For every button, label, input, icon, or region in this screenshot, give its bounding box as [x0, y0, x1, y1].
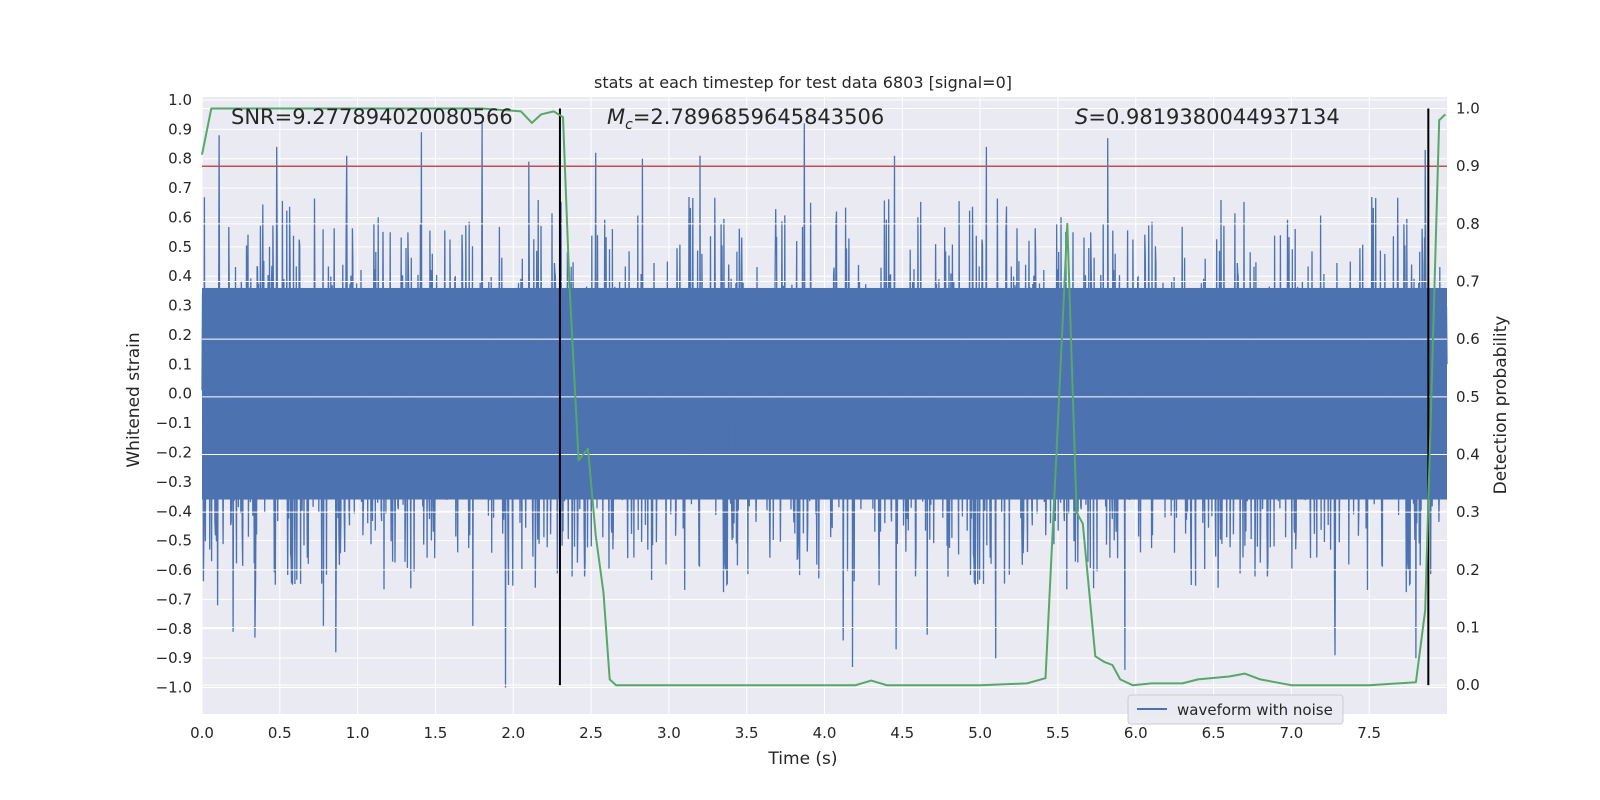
y2-tick-label: 0.2 — [1456, 561, 1480, 579]
x-tick-label: 6.0 — [1124, 724, 1148, 742]
y-tick-label: 0.6 — [168, 208, 192, 226]
y-tick-label: 0.0 — [168, 385, 192, 403]
y-tick-label: 0.2 — [168, 326, 192, 344]
y-tick-label: −0.8 — [156, 620, 192, 638]
y-tick-label: 0.3 — [168, 297, 192, 315]
x-tick-label: 2.5 — [579, 724, 603, 742]
legend-box — [1127, 694, 1344, 725]
x-tick-label: 1.5 — [424, 724, 448, 742]
y2-tick-label: 0.9 — [1456, 157, 1480, 175]
x-tick-label: 4.5 — [890, 724, 914, 742]
y-tick-label: −0.9 — [156, 649, 192, 667]
x-tick-label: 0.0 — [190, 724, 214, 742]
y-axis-label: Whitened strain — [124, 332, 144, 467]
chirp-mass-symbol: M — [607, 105, 625, 129]
y-tick-label: −0.4 — [156, 502, 192, 520]
y2-tick-label: 0.6 — [1456, 330, 1480, 348]
y-tick-label: 0.1 — [168, 355, 192, 373]
chirp-mass-annotation: Mc=2.7896859645843506 — [607, 105, 884, 133]
y-tick-label: 0.5 — [168, 238, 192, 256]
x-tick-label: 5.0 — [968, 724, 992, 742]
y-tick-label: 0.9 — [168, 120, 192, 138]
y-tick-label: −0.1 — [156, 414, 192, 432]
legend-label-waveform: waveform with noise — [1177, 701, 1333, 719]
legend: waveform with noise — [1127, 694, 1344, 725]
x-tick-label: 5.5 — [1046, 724, 1070, 742]
y2-axis-label: Detection probability — [1491, 316, 1511, 495]
y-tick-label: 0.8 — [168, 150, 192, 168]
y2-tick-label: 0.3 — [1456, 503, 1480, 521]
x-tick-label: 6.5 — [1202, 724, 1226, 742]
chirp-mass-subscript: c — [625, 117, 633, 133]
y2-tick-label: 0.5 — [1456, 388, 1480, 406]
s-annotation: S=0.9819380044937134 — [1075, 105, 1340, 129]
x-tick-label: 4.0 — [813, 724, 837, 742]
y2-tick-label: 1.0 — [1456, 100, 1480, 118]
y2-tick-label: 0.4 — [1456, 446, 1480, 464]
x-tick-label: 0.5 — [268, 724, 292, 742]
x-tick-label: 7.0 — [1279, 724, 1303, 742]
y2-tick-label: 0.7 — [1456, 273, 1480, 291]
s-value: =0.9819380044937134 — [1088, 105, 1339, 129]
y-tick-label: −0.5 — [156, 532, 192, 550]
y2-tick-label: 0.1 — [1456, 619, 1480, 637]
y-tick-label: 0.4 — [168, 267, 192, 285]
y2-tick-label: 0.0 — [1456, 676, 1480, 694]
s-symbol: S — [1075, 105, 1088, 129]
x-tick-label: 7.5 — [1357, 724, 1381, 742]
y-tick-label: −0.7 — [156, 590, 192, 608]
waveform-series — [201, 123, 1448, 688]
x-tick-label: 3.5 — [735, 724, 759, 742]
y-tick-label: 1.0 — [168, 91, 192, 109]
y-tick-label: 0.7 — [168, 179, 192, 197]
y-tick-label: −0.2 — [156, 444, 192, 462]
chart-title: stats at each timestep for test data 680… — [594, 73, 1012, 92]
tick-labels: 0.0 0.5 1.0 1.5 2.0 2.5 3.0 3.5 4.0 4.5 5.0 5.5 6.0 6… — [156, 91, 1480, 742]
probability-line — [201, 107, 1447, 687]
waveform-line — [201, 123, 1448, 688]
probability-series — [201, 107, 1447, 687]
y2-tick-label: 0.8 — [1456, 215, 1480, 233]
overlay-lines — [202, 108, 1447, 686]
y-tick-label: −0.3 — [156, 473, 192, 491]
chirp-mass-value: =2.7896859645843506 — [633, 105, 884, 129]
snr-annotation: SNR=9.277894020080566 — [231, 105, 513, 129]
y-tick-label: −0.6 — [156, 561, 192, 579]
x-tick-label: 1.0 — [346, 724, 370, 742]
y-tick-label: −1.0 — [156, 679, 192, 697]
x-axis-label: Time (s) — [767, 749, 837, 769]
x-tick-label: 3.0 — [657, 724, 681, 742]
x-tick-label: 2.0 — [501, 724, 525, 742]
